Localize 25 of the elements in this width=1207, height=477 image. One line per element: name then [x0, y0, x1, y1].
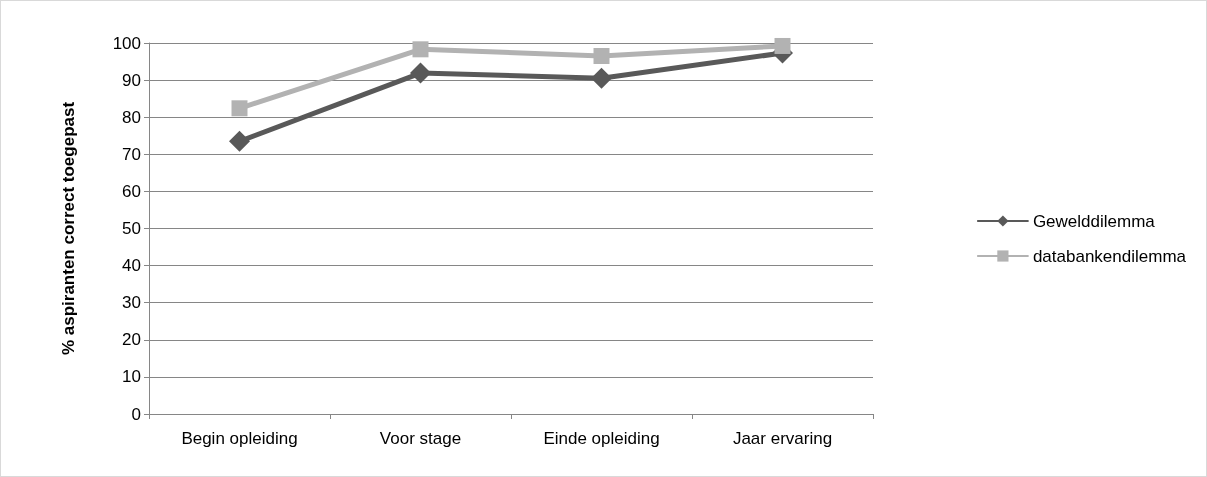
- point: [231, 100, 248, 117]
- y-tick-label: 60: [122, 181, 141, 201]
- y-tick-label: 30: [122, 293, 141, 313]
- point: [593, 47, 610, 64]
- legend-label: databankendilemma: [1032, 246, 1187, 266]
- y-tick-label: 50: [122, 219, 141, 238]
- point: [774, 37, 791, 54]
- legend-label: Gewelddilemma: [1032, 211, 1156, 231]
- y-tick-label: 40: [122, 256, 141, 276]
- y-tick-label: 20: [122, 330, 141, 350]
- y-tick-label: 80: [122, 107, 141, 127]
- point: [410, 62, 431, 84]
- x-tick-label: Begin opleiding: [181, 429, 298, 448]
- point: [229, 130, 250, 152]
- y-tick-label: 10: [122, 367, 141, 387]
- y-tick-label: 100: [112, 33, 141, 53]
- y-tick-label: 70: [122, 144, 141, 164]
- point: [412, 41, 429, 58]
- y-tick-label: 0: [131, 404, 141, 424]
- y-axis-title: % aspiranten correct toegepast: [59, 101, 78, 356]
- y-tick-label: 90: [122, 70, 141, 90]
- x-tick-label: Jaar ervaring: [732, 429, 833, 448]
- x-tick-label: Einde opleiding: [543, 429, 660, 448]
- point: [591, 67, 612, 89]
- x-tick-label: Voor stage: [379, 429, 462, 448]
